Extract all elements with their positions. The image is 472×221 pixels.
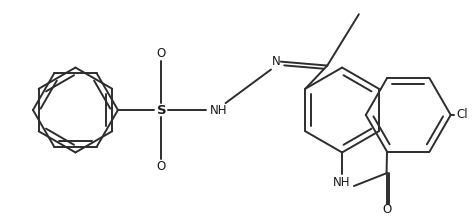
Text: S: S [157,103,166,116]
Text: O: O [382,203,391,216]
Text: Cl: Cl [456,109,468,122]
Text: NH: NH [333,176,351,189]
Text: NH: NH [210,103,228,116]
Text: O: O [157,47,166,60]
Text: O: O [157,160,166,173]
Text: N: N [271,55,280,68]
